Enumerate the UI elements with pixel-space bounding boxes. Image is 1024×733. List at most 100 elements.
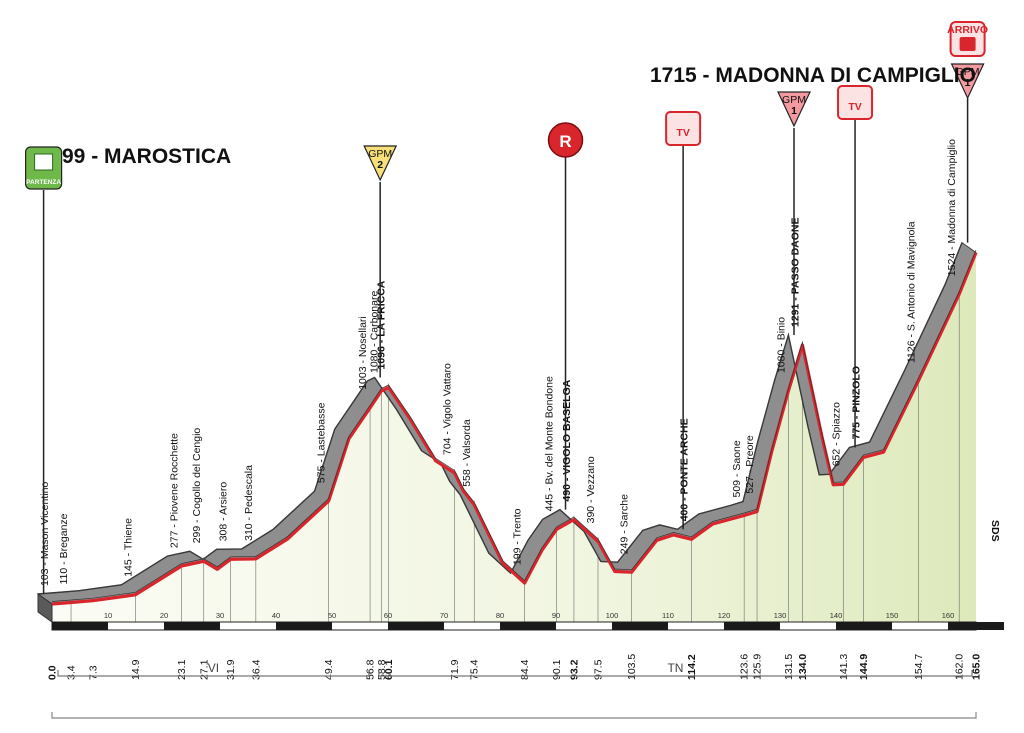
place-label: 103 - Mason Vicentino [39, 482, 51, 586]
km-axis-tick: 60 [384, 611, 392, 620]
place-label: 249 - Sarche [619, 494, 631, 554]
gpm-triangle-icon [777, 91, 811, 128]
tv-badge-icon [665, 111, 702, 146]
place-label: 400 - PONTE ARCHE [679, 418, 691, 521]
km-label: 60.1 [383, 659, 395, 680]
region-bracket [57, 670, 370, 677]
km-label: 154.7 [913, 654, 925, 680]
gpm-category: 1 [965, 77, 971, 89]
start-marker-label: PARTENZA [26, 179, 61, 186]
place-label: 110 - Breganze [58, 513, 70, 584]
finish-title: 1715 - MADONNA DI CAMPIGLIO [650, 64, 976, 87]
km-axis-tick: 30 [216, 611, 224, 620]
km-scale-segment [612, 622, 668, 630]
km-scale-segment [724, 622, 780, 630]
place-label: 299 - Cogollo del Cengio [191, 428, 203, 544]
km-axis-tick: 20 [160, 611, 168, 620]
km-label: 131.5 [783, 654, 795, 680]
place-label: 558 - Valsorda [461, 419, 473, 487]
km-label: 75.4 [469, 659, 481, 680]
gpm-triangle-icon [950, 63, 985, 100]
place-label: 445 - Bv. del Monte Bondone [544, 376, 556, 511]
place-label: 1524 - Madonna di Campiglio [946, 139, 958, 276]
km-label: 97.5 [593, 659, 605, 680]
km-label: 3.4 [66, 665, 78, 680]
km-axis-tick: 150 [886, 611, 899, 620]
ground-fill [52, 252, 976, 622]
place-label: 509 - Saone [731, 440, 743, 497]
place-label: 1003 - Nosellari [357, 316, 369, 390]
finish-marker-label: ARRIVO [947, 24, 988, 36]
km-label: 125.9 [752, 654, 764, 680]
km-label: 162.0 [954, 654, 966, 680]
km-label: 144.9 [858, 654, 870, 680]
km-scale-segment [500, 622, 556, 630]
km-scale-segment [836, 622, 892, 630]
place-label: 390 - Vezzano [585, 456, 597, 523]
km-scale-segment [276, 622, 332, 630]
km-axis-tick: 80 [496, 611, 504, 620]
place-label: 1126 - S. Antonio di Mavignola [905, 221, 917, 363]
km-scale-segment [388, 622, 444, 630]
km-axis-tick: 140 [830, 611, 843, 620]
sprint-marker: R [547, 122, 584, 510]
route-line [51, 252, 978, 606]
gpm-triangle-icon [363, 145, 398, 182]
road-top-edge [37, 242, 963, 595]
start-title: 99 - MAROSTICA [62, 145, 231, 168]
region-bracket [378, 670, 973, 677]
start-flag-checker [34, 153, 54, 171]
region-label: TN [667, 661, 683, 675]
km-label: 31.9 [225, 659, 237, 680]
km-label: 27.1 [198, 659, 210, 680]
km-label: 7.3 [87, 665, 99, 680]
gpm-marker-label: GPM [782, 94, 806, 106]
km-label: 71.9 [449, 659, 461, 680]
distance-bracket [51, 712, 977, 719]
tv-marker-label: TV [848, 101, 861, 113]
gpm-category: 1 [791, 105, 797, 117]
place-label: 308 - Arsiero [218, 482, 230, 542]
km-label: 23.1 [176, 659, 188, 680]
km-axis-tick: 130 [774, 611, 787, 620]
km-axis-tick: 120 [718, 611, 731, 620]
km-label: 0.0 [47, 665, 59, 680]
km-axis-tick: 160 [942, 611, 955, 620]
km-label: 165.0 [971, 654, 983, 680]
place-label: 490 - VIGOLO BASELGA [561, 379, 573, 501]
place-label: 277 - Piovene Rocchette [168, 433, 180, 548]
place-label: 775 - PINZOLO [850, 366, 862, 440]
km-scale-segment [164, 622, 220, 630]
km-label: 14.9 [130, 659, 142, 680]
km-axis-tick: 110 [662, 611, 674, 620]
km-axis-tick: 100 [606, 611, 619, 620]
tv-marker-label: TV [676, 127, 689, 139]
place-label: 575 - Lastebasse [316, 402, 328, 483]
finish-flag-icon [959, 37, 976, 51]
gpm-marker-label: GPM [956, 66, 980, 78]
place-label: 527 - Preore [744, 435, 756, 494]
place-label: 1080 - Carbonare [368, 291, 380, 373]
km-label: 103.5 [626, 654, 638, 680]
tv-badge-icon [837, 85, 874, 120]
start-marker: PARTENZA [25, 146, 63, 594]
tv-marker: TV [665, 111, 702, 530]
place-label: 1080 - Binio [775, 317, 787, 373]
gpm-category: 2 [377, 159, 383, 171]
km-label: 84.4 [519, 659, 531, 680]
sprint-circle-icon [547, 122, 584, 158]
km-label: 36.4 [250, 659, 262, 680]
km-scale-segment [948, 622, 1004, 630]
finish-marker: ARRIVO [947, 21, 988, 243]
km-label: 141.3 [838, 654, 850, 680]
km-label: 90.1 [551, 659, 563, 680]
place-label: 145 - Thiene [122, 518, 134, 577]
route-line-edge [51, 249, 977, 602]
km-axis-tick: 50 [328, 611, 336, 620]
sprint-marker-label: R [559, 132, 571, 151]
